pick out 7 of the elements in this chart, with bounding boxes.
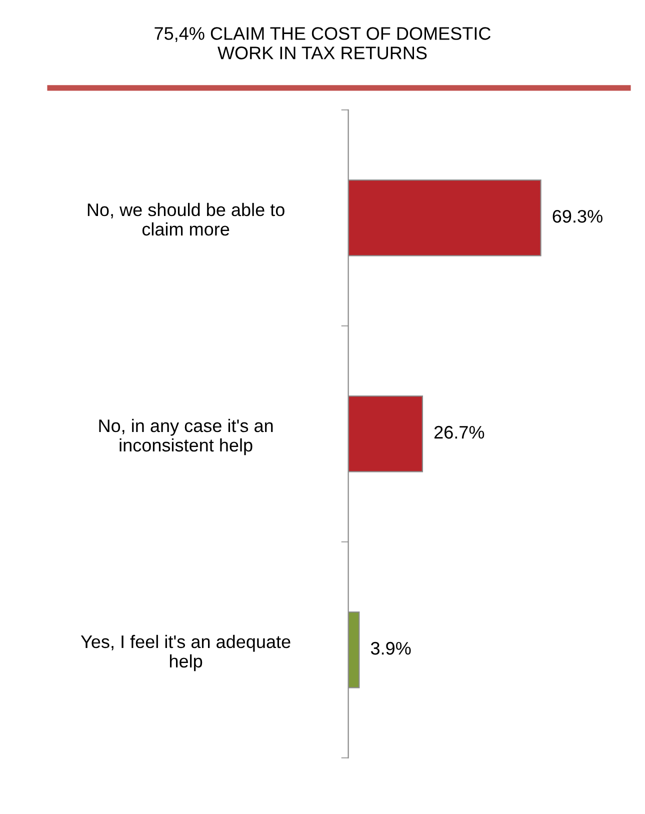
chart-title: 75,4% CLAIM THE COST OF DOMESTIC WORK IN TAX RETURNS — [154, 27, 491, 60]
y-tick-label: No, we should be able to claim more — [88, 202, 284, 236]
data-label: 26.7% — [434, 426, 484, 439]
data-label: 3.9% — [370, 642, 411, 655]
data-label: 69.3% — [552, 210, 602, 223]
y-tick-label: No, in any case it's an inconsistent help — [99, 418, 273, 456]
y-tick-label: Yes, I feel it's an adequate help — [80, 634, 290, 672]
